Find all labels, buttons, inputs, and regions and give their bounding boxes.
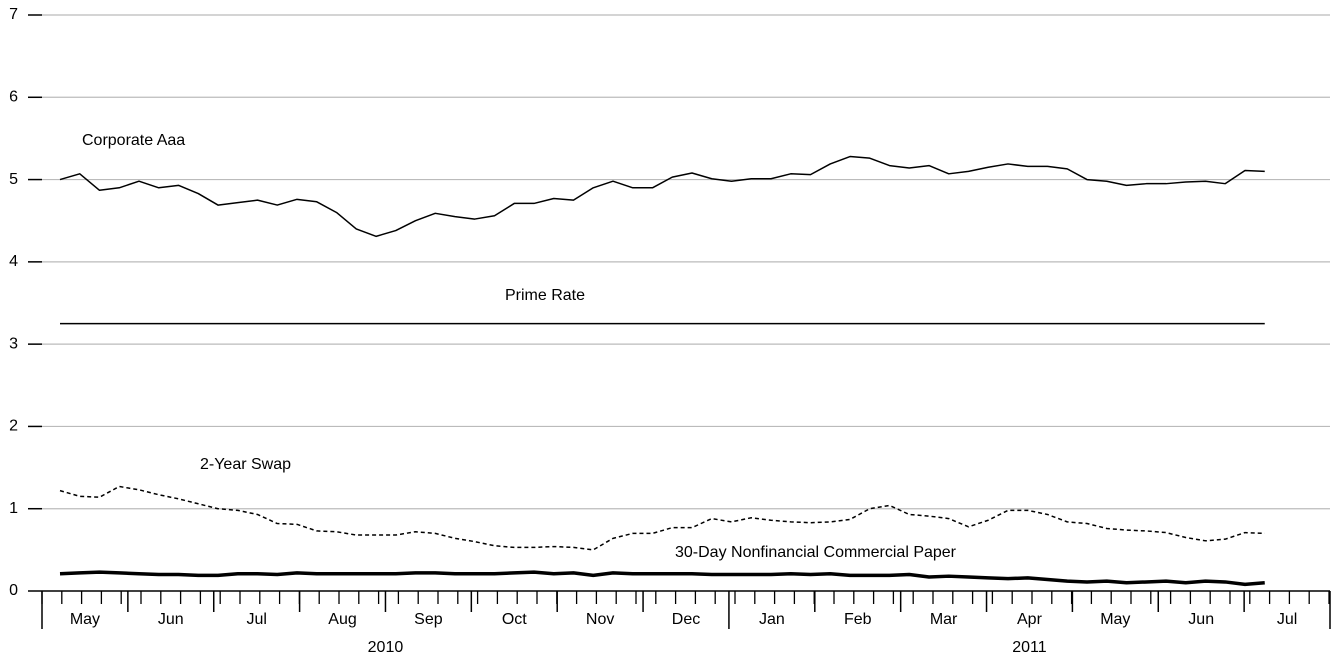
x-tick-label: May xyxy=(70,611,100,628)
x-tick-label: Oct xyxy=(502,611,527,628)
y-tick-label: 5 xyxy=(9,171,18,188)
year-label: 2010 xyxy=(368,639,404,656)
series-label: 2-Year Swap xyxy=(200,456,291,473)
x-tick-label: Jun xyxy=(1188,611,1214,628)
year-label: 2011 xyxy=(1012,639,1047,656)
x-tick-label: Sep xyxy=(414,611,443,628)
x-tick-label: Dec xyxy=(672,611,700,628)
y-tick-label: 3 xyxy=(9,335,18,352)
x-tick-label: Aug xyxy=(328,611,356,628)
y-tick-label: 0 xyxy=(9,582,18,599)
x-tick-label: Jun xyxy=(158,611,184,628)
series-line xyxy=(59,485,1265,551)
y-tick-label: 2 xyxy=(9,418,18,435)
series-label: 30-Day Nonfinancial Commercial Paper xyxy=(675,544,957,561)
series-label: Corporate Aaa xyxy=(82,132,185,149)
x-tick-label: Apr xyxy=(1017,611,1043,628)
x-tick-label: Feb xyxy=(844,611,872,628)
x-tick-label: May xyxy=(1100,611,1130,628)
x-tick-label: Mar xyxy=(930,611,958,628)
y-tick-label: 1 xyxy=(9,500,18,517)
series-label: Prime Rate xyxy=(505,287,585,304)
x-tick-label: Jul xyxy=(1277,611,1297,628)
series-line xyxy=(59,155,1265,238)
series-line xyxy=(59,570,1265,587)
x-tick-label: Jul xyxy=(246,611,266,628)
y-tick-label: 7 xyxy=(9,6,18,23)
x-tick-label: Jan xyxy=(759,611,785,628)
y-tick-label: 4 xyxy=(9,253,18,270)
x-tick-label: Nov xyxy=(586,611,614,628)
y-tick-label: 6 xyxy=(9,89,18,106)
